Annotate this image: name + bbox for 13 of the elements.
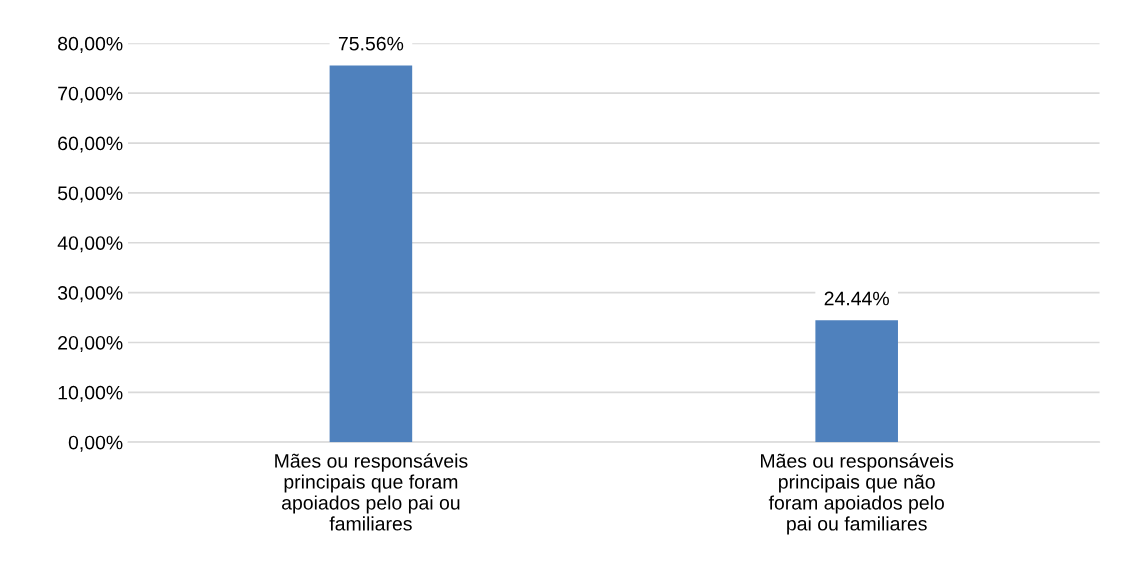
y-tick-label: 60,00% bbox=[58, 136, 123, 153]
y-tick-label: 0,00% bbox=[68, 435, 123, 452]
data-label: 24.44% bbox=[824, 291, 889, 306]
y-tick-label: 80,00% bbox=[58, 36, 123, 53]
x-tick-label: Mães ou responsáveis principais que foram apoiados pelo pai ou familiares bbox=[275, 453, 468, 531]
data-label: 75.56% bbox=[338, 36, 404, 51]
x-tick-label: Mães ou responsáveis principais que não foram apoiados pelo pai ou familiares bbox=[761, 453, 954, 535]
y-tick-label: 50,00% bbox=[57, 186, 123, 203]
y-tick-label: 20,00% bbox=[58, 335, 123, 352]
y-tick-label: 70,00% bbox=[58, 86, 123, 103]
y-tick-label: 40,00% bbox=[57, 236, 123, 253]
y-tick-label: 10,00% bbox=[58, 385, 123, 402]
y-tick-label: 30,00% bbox=[57, 286, 123, 303]
